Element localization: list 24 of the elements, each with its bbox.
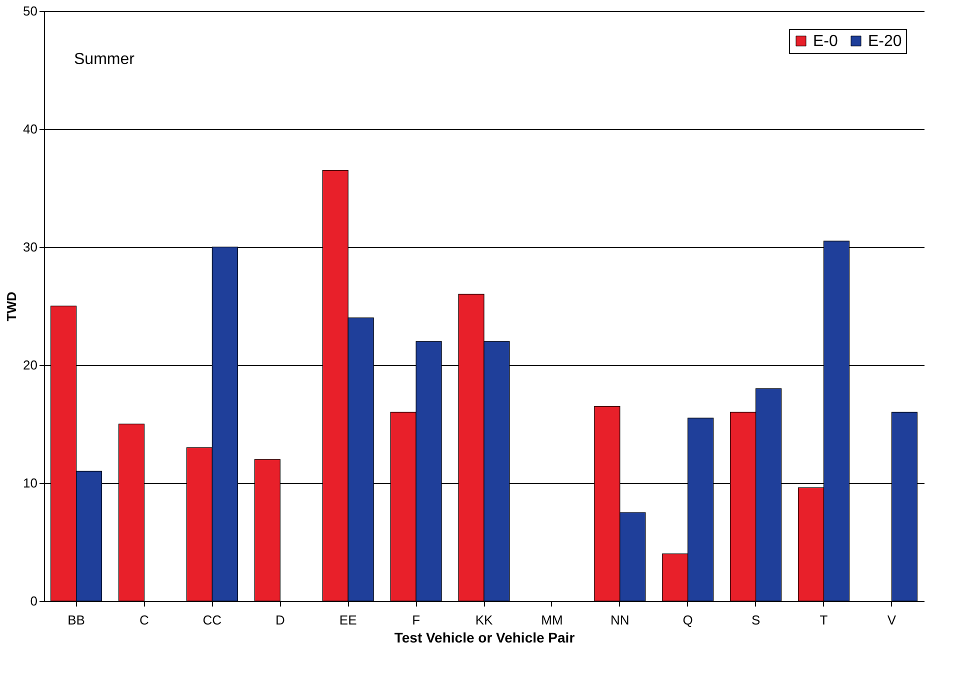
y-tick-label: 20 bbox=[23, 358, 38, 372]
x-tick-label: CC bbox=[202, 612, 222, 628]
y-tick-label: 40 bbox=[23, 122, 38, 136]
x-tick-label: C bbox=[140, 612, 149, 628]
x-tick-label: BB bbox=[68, 612, 85, 628]
y-axis-title: TWD bbox=[4, 292, 20, 322]
x-tick-label: NN bbox=[610, 612, 630, 628]
x-tick-label: MM bbox=[541, 612, 563, 628]
annotation: Summer bbox=[74, 51, 136, 68]
y-tick-label: 30 bbox=[23, 240, 38, 254]
x-tick-label: F bbox=[412, 612, 420, 628]
x-tick-label: S bbox=[751, 612, 760, 628]
x-tick-label: Q bbox=[682, 612, 693, 628]
x-tick-label: KK bbox=[475, 612, 493, 628]
x-tick-label: D bbox=[275, 612, 285, 628]
y-tick-label: 10 bbox=[23, 476, 38, 490]
y-tick-label: 0 bbox=[30, 594, 38, 608]
y-tick-label: 50 bbox=[23, 4, 38, 18]
legend-label: E-0 bbox=[813, 33, 838, 50]
x-axis-title: Test Vehicle or Vehicle Pair bbox=[394, 630, 576, 646]
x-tick-label: T bbox=[820, 612, 828, 628]
x-tick-label: EE bbox=[339, 612, 358, 628]
x-tick-label: V bbox=[887, 612, 896, 628]
legend-label: E-20 bbox=[868, 33, 902, 50]
